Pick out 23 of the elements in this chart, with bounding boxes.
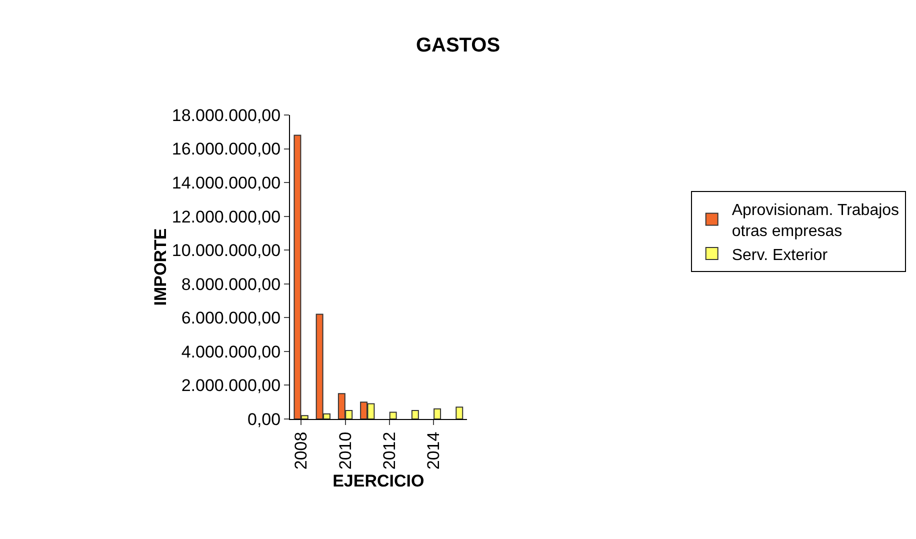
y-tick-label: 4.000.000,00 xyxy=(181,342,281,362)
y-tick-label: 2.000.000,00 xyxy=(181,376,281,396)
bar xyxy=(389,412,397,419)
x-axis-title: EJERCICIO xyxy=(332,472,424,491)
y-tick-label: 10.000.000,00 xyxy=(172,241,281,260)
y-tick-label: 16.000.000,00 xyxy=(172,140,281,159)
x-tick-label: 2008 xyxy=(292,432,311,470)
bar xyxy=(456,406,464,419)
x-tick-label: 2010 xyxy=(336,432,355,470)
y-tick-label: 0,00 xyxy=(248,410,281,429)
y-axis-title: IMPORTE xyxy=(150,228,170,306)
legend-label: Serv. Exterior xyxy=(732,246,828,264)
x-tick-label: 2012 xyxy=(380,432,400,470)
bar xyxy=(434,408,442,419)
y-tick-label: 8.000.000,00 xyxy=(181,274,281,294)
y-tick-label: 6.000.000,00 xyxy=(181,308,281,328)
y-tick-label: 18.000.000,00 xyxy=(172,106,281,125)
y-tick-label: 14.000.000,00 xyxy=(172,174,281,193)
y-tick-label: 12.000.000,00 xyxy=(172,207,281,226)
legend-label: Aprovisionam. Trabajos otras empresas xyxy=(732,202,900,240)
x-tick-label: 2014 xyxy=(424,432,444,470)
bar xyxy=(411,410,419,419)
chart-title: GASTOS xyxy=(416,34,500,57)
